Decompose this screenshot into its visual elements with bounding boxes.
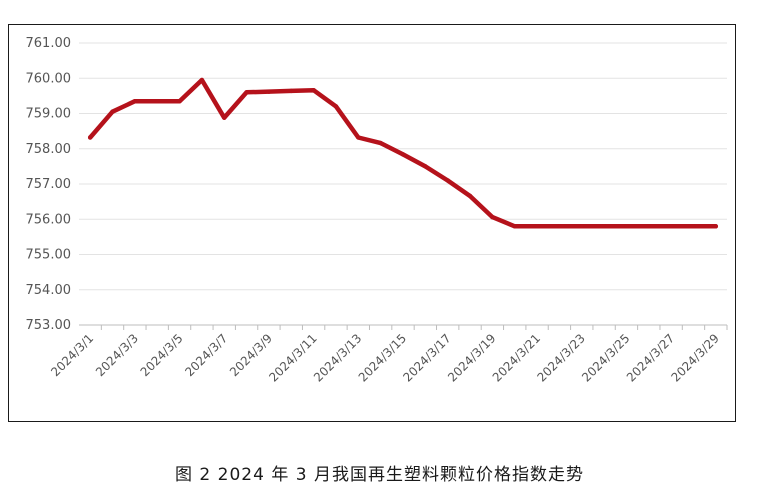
data-point — [579, 224, 584, 229]
y-tick-label: 761.00 — [26, 36, 72, 51]
gridlines — [79, 42, 727, 326]
x-tick-label: 2024/3/29 — [669, 331, 722, 384]
y-tick-label: 755.00 — [26, 248, 72, 263]
data-point — [423, 164, 428, 169]
chart-frame: 753.00 754.00 755.00 756.00 757.00 758.00 759.… — [8, 24, 736, 422]
data-point — [244, 90, 249, 95]
data-point — [289, 88, 294, 94]
data-point — [691, 224, 696, 229]
x-tick-label: 2024/3/1 — [48, 331, 96, 379]
data-point — [601, 224, 607, 229]
data-point — [110, 109, 115, 114]
data-point — [512, 224, 517, 229]
line-chart: 753.00 754.00 755.00 756.00 757.00 758.00 759.… — [26, 36, 728, 385]
data-point — [557, 224, 562, 229]
y-tick-label: 758.00 — [26, 142, 72, 157]
data-point — [311, 88, 316, 93]
data-point — [356, 135, 361, 140]
data-point — [266, 89, 272, 94]
y-tick-label: 759.00 — [26, 107, 72, 122]
data-point — [646, 224, 651, 229]
x-tick-label: 2024/3/7 — [182, 331, 230, 379]
data-point — [490, 214, 495, 220]
data-point — [713, 224, 719, 229]
x-tick-label: 2024/3/5 — [138, 331, 186, 379]
data-point — [222, 115, 227, 120]
y-tick-label: 754.00 — [26, 283, 72, 298]
y-tick-label: 760.00 — [26, 71, 72, 86]
figure-caption: 图 2 2024 年 3 月我国再生塑料颗粒价格指数走势 — [175, 465, 584, 485]
data-point — [400, 152, 406, 157]
x-tick-label: 2024/3/3 — [93, 331, 141, 379]
data-point — [445, 178, 450, 183]
data-point — [534, 224, 540, 229]
y-tick-label: 753.00 — [26, 318, 72, 333]
data-point — [333, 104, 339, 109]
data-point — [177, 98, 182, 104]
data-point — [378, 140, 383, 146]
y-tick-label: 757.00 — [26, 177, 72, 192]
data-point — [199, 77, 205, 83]
y-axis: 753.00 754.00 755.00 756.00 757.00 758.00 759.… — [26, 36, 72, 333]
data-point — [132, 98, 138, 104]
x-axis: 2024/3/12024/3/32024/3/52024/3/72024/3/9… — [48, 325, 728, 385]
data-point — [624, 224, 629, 229]
data-point — [668, 224, 674, 229]
data-point — [87, 135, 93, 140]
data-point — [467, 193, 473, 199]
series-layer — [87, 77, 719, 229]
y-tick-label: 756.00 — [26, 212, 72, 227]
data-point — [155, 98, 160, 104]
